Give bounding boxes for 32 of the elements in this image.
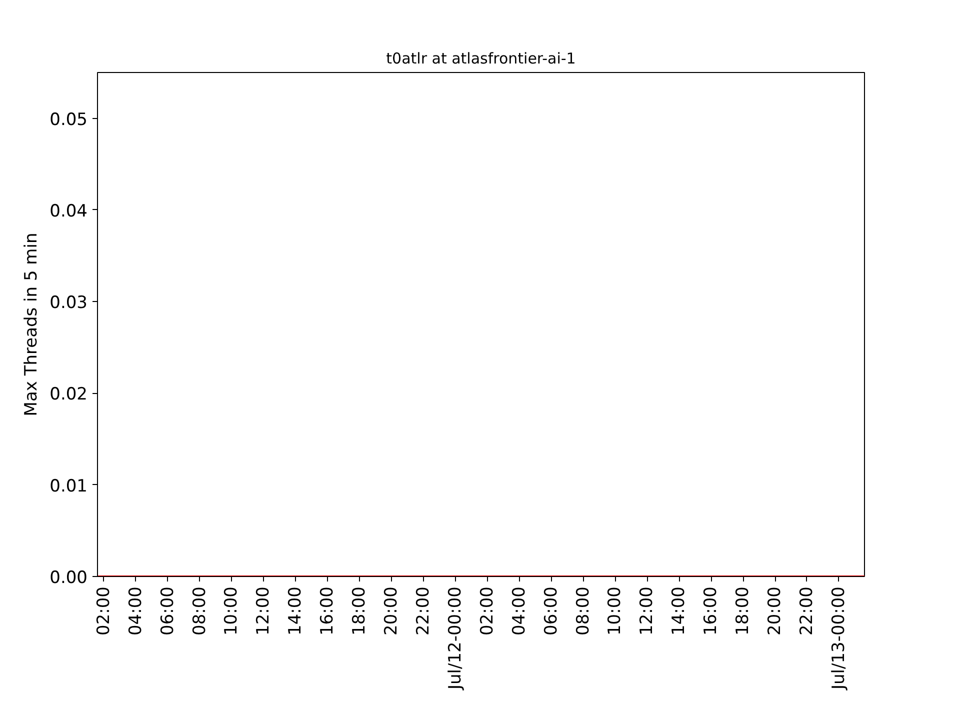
y-axis-title: Max Threads in 5 min <box>22 232 42 416</box>
x-tick-label: 10:00 <box>222 586 242 636</box>
x-tick-label: Jul/13-00:00 <box>828 586 849 690</box>
x-tick-label: 14:00 <box>286 586 306 636</box>
x-tick-label: 22:00 <box>413 586 434 636</box>
x-tick-label: 20:00 <box>765 586 786 636</box>
x-tick-label: 02:00 <box>94 586 114 636</box>
x-tick-label: 06:00 <box>158 586 178 636</box>
x-tick-label: 04:00 <box>509 586 530 636</box>
x-tick-label: 02:00 <box>477 586 498 636</box>
x-tick-label: 12:00 <box>637 586 658 636</box>
x-tick-label: 18:00 <box>350 586 370 636</box>
y-tick-label: 0.01 <box>50 476 88 496</box>
x-tick-label: 08:00 <box>190 586 210 636</box>
x-tick-label: 18:00 <box>733 586 754 636</box>
y-tick-label: 0.05 <box>50 110 88 130</box>
x-tick-label: 04:00 <box>126 586 146 636</box>
x-tick-label: 06:00 <box>541 586 562 636</box>
x-tick-label: Jul/12-00:00 <box>445 586 466 690</box>
x-tick-label: 22:00 <box>796 586 817 636</box>
x-tick-label: 10:00 <box>605 586 626 636</box>
x-tick-label: 20:00 <box>382 586 402 636</box>
y-tick-label: 0.00 <box>50 568 88 588</box>
y-tick-label: 0.02 <box>50 384 88 405</box>
y-tick-label: 0.03 <box>50 293 88 314</box>
x-tick-label: 14:00 <box>669 586 690 636</box>
x-tick-label: 12:00 <box>254 586 274 636</box>
x-tick-label: 16:00 <box>701 586 722 636</box>
x-tick-label: 16:00 <box>318 586 338 636</box>
chart-title: t0atlr at atlasfrontier-ai-1 <box>386 50 576 68</box>
y-tick-label: 0.04 <box>50 201 88 222</box>
x-tick-label: 08:00 <box>573 586 594 636</box>
